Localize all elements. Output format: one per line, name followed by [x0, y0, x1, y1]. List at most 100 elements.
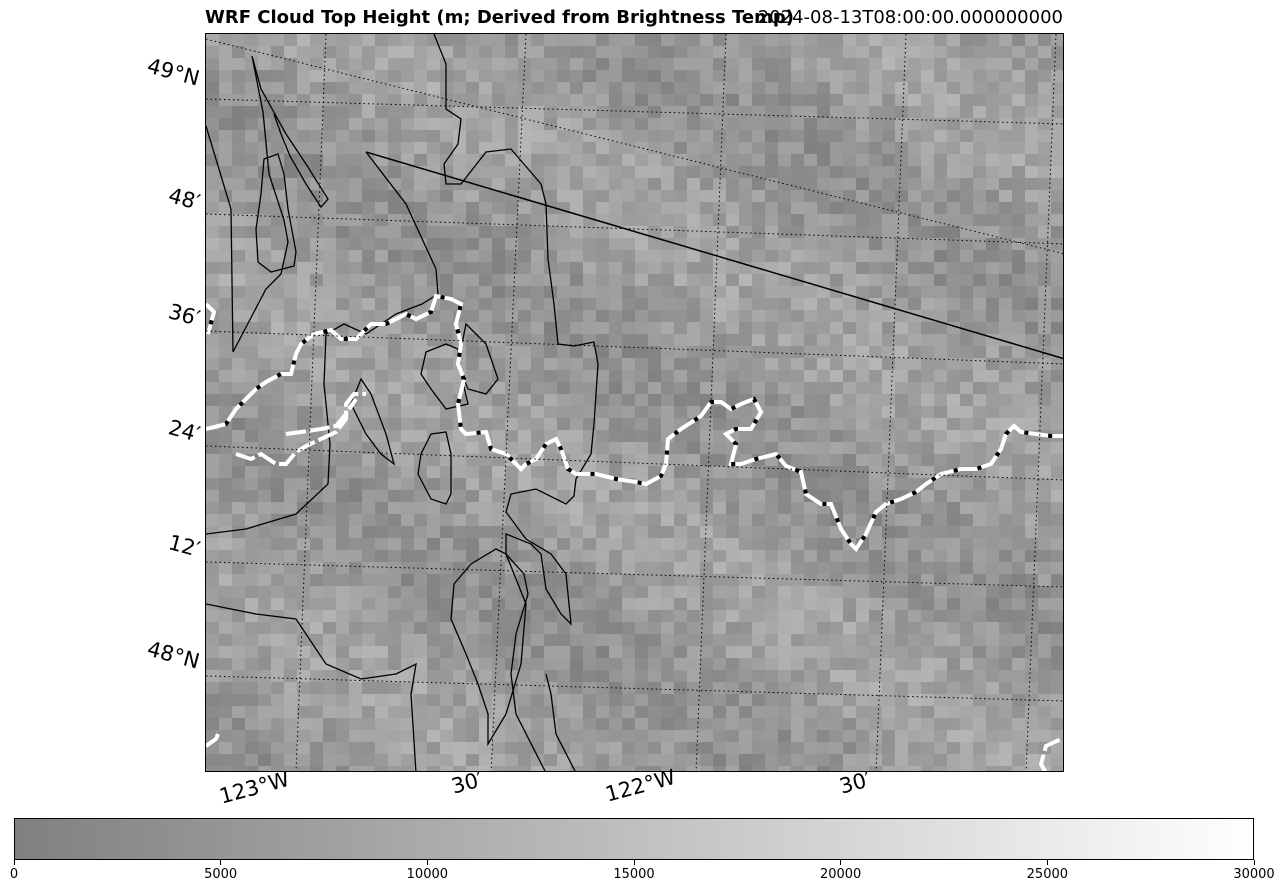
raster-cell	[362, 526, 375, 538]
raster-cell	[713, 622, 726, 634]
raster-cell	[895, 202, 908, 214]
raster-cell	[856, 658, 869, 670]
raster-cell	[284, 586, 297, 598]
raster-cell	[492, 82, 505, 94]
map-panel[interactable]	[205, 33, 1064, 772]
raster-cell	[843, 598, 856, 610]
raster-cell	[661, 670, 674, 682]
raster-cell	[271, 586, 284, 598]
raster-cell	[570, 430, 583, 442]
raster-cell	[687, 562, 700, 574]
raster-cell	[960, 418, 973, 430]
raster-cell	[388, 526, 401, 538]
raster-cell	[492, 730, 505, 742]
raster-cell	[622, 130, 635, 142]
raster-cell	[232, 166, 245, 178]
raster-cell	[947, 742, 960, 754]
raster-cell	[869, 58, 882, 70]
coastline-south-inlet	[450, 548, 527, 747]
raster-cell	[1012, 538, 1025, 550]
raster-cell	[219, 622, 232, 634]
raster-cell	[843, 754, 856, 766]
raster-cell	[973, 406, 986, 418]
raster-cell	[765, 406, 778, 418]
raster-cell	[817, 694, 830, 706]
raster-cell	[661, 190, 674, 202]
lat-label-48n: 48°N	[144, 636, 203, 674]
raster-cell	[908, 682, 921, 694]
raster-cell	[375, 430, 388, 442]
raster-cell	[882, 406, 895, 418]
raster-cell	[622, 646, 635, 658]
raster-cell	[713, 358, 726, 370]
raster-cell	[778, 166, 791, 178]
raster-cell	[232, 622, 245, 634]
raster-cell	[700, 598, 713, 610]
raster-cell	[414, 250, 427, 262]
raster-cell	[791, 766, 804, 771]
raster-cell	[817, 154, 830, 166]
raster-cell	[726, 550, 739, 562]
raster-cell	[726, 166, 739, 178]
raster-cell	[440, 598, 453, 610]
raster-cell	[323, 286, 336, 298]
raster-cell	[804, 562, 817, 574]
raster-cell	[921, 634, 934, 646]
raster-cell	[557, 58, 570, 70]
raster-cell	[570, 334, 583, 346]
raster-cell	[609, 730, 622, 742]
raster-cell	[1051, 514, 1063, 526]
raster-cell	[596, 262, 609, 274]
raster-cell	[973, 526, 986, 538]
raster-cell	[1038, 214, 1051, 226]
raster-cell	[713, 34, 726, 46]
raster-cell	[947, 550, 960, 562]
raster-cell	[544, 634, 557, 646]
raster-cell	[1025, 730, 1038, 742]
raster-cell	[544, 562, 557, 574]
raster-cell	[375, 742, 388, 754]
raster-cell	[908, 394, 921, 406]
raster-cell	[583, 754, 596, 766]
raster-cell	[531, 142, 544, 154]
raster-cell	[752, 682, 765, 694]
raster-cell	[310, 718, 323, 730]
raster-cell	[466, 370, 479, 382]
raster-cell	[583, 226, 596, 238]
raster-cell	[986, 178, 999, 190]
raster-cell	[739, 514, 752, 526]
raster-cell	[674, 514, 687, 526]
raster-cell	[531, 190, 544, 202]
raster-cell	[895, 658, 908, 670]
raster-cell	[986, 730, 999, 742]
raster-cell	[765, 58, 778, 70]
raster-cell	[869, 358, 882, 370]
raster-cell	[258, 46, 271, 58]
raster-cell	[895, 286, 908, 298]
raster-cell	[284, 766, 297, 771]
raster-cell	[557, 334, 570, 346]
raster-cell	[570, 718, 583, 730]
raster-cell	[830, 646, 843, 658]
raster-cell	[986, 502, 999, 514]
raster-cell	[778, 658, 791, 670]
raster-cell	[323, 754, 336, 766]
raster-cell	[1025, 406, 1038, 418]
raster-cell	[934, 754, 947, 766]
raster-cell	[700, 286, 713, 298]
raster-cell	[310, 238, 323, 250]
raster-cell	[713, 634, 726, 646]
raster-cell	[609, 526, 622, 538]
raster-cell	[375, 202, 388, 214]
raster-cell	[830, 538, 843, 550]
raster-cell	[609, 142, 622, 154]
raster-cell	[388, 34, 401, 46]
raster-cell	[856, 82, 869, 94]
raster-cell	[817, 454, 830, 466]
raster-cell	[232, 730, 245, 742]
raster-cell	[674, 166, 687, 178]
raster-cell	[817, 490, 830, 502]
raster-cell	[856, 334, 869, 346]
raster-cell	[271, 310, 284, 322]
raster-cell	[622, 34, 635, 46]
